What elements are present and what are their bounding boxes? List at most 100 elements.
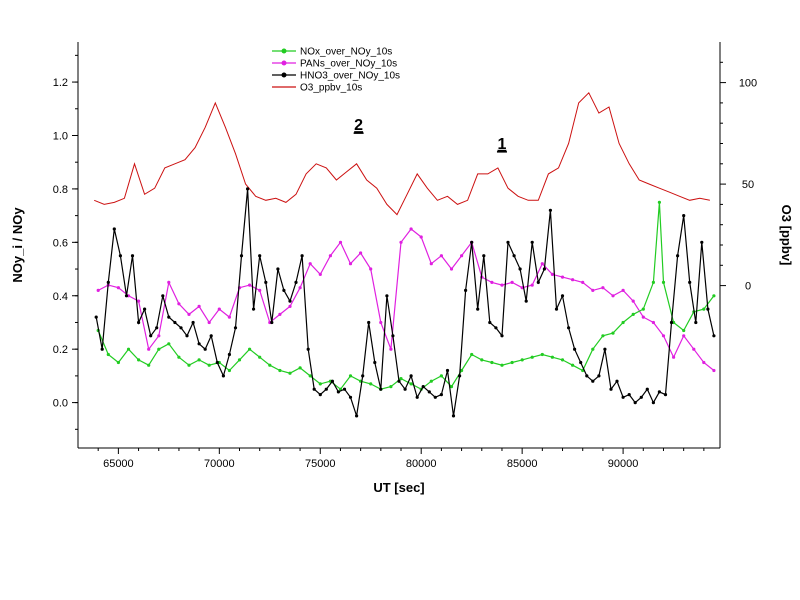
y2-axis-ticks: 0 50 100 [720, 61, 757, 293]
data-point [367, 320, 371, 325]
data-point [520, 358, 524, 362]
data-point [126, 347, 131, 351]
data-point [294, 280, 298, 284]
y-tick-label: 0.2 [53, 344, 68, 356]
data-point [560, 358, 565, 362]
data-point [427, 390, 431, 394]
series-line-hno3-over-noy-10s [95, 188, 715, 417]
legend: NOx_over_NOy_10sPANs_over_NOy_10sHNO3_ov… [272, 47, 400, 94]
data-point [700, 240, 704, 244]
data-point [682, 214, 686, 218]
data-point [439, 374, 443, 378]
data-point [439, 393, 443, 397]
data-point [488, 320, 492, 325]
data-point [137, 320, 141, 325]
data-point [661, 334, 666, 338]
data-point [651, 320, 656, 325]
data-point [278, 368, 282, 373]
data-point [601, 334, 605, 338]
data-point [409, 382, 413, 386]
legend-marker [281, 48, 287, 54]
data-point [155, 326, 159, 330]
data-point [571, 363, 575, 367]
data-point [177, 355, 181, 359]
data-point [409, 374, 413, 378]
data-point [429, 379, 433, 383]
data-point [399, 240, 403, 244]
data-point [460, 254, 464, 258]
data-point [597, 374, 601, 378]
data-point [692, 347, 696, 351]
data-point [657, 390, 662, 394]
data-point [147, 363, 151, 367]
annotation-label: 1 [498, 136, 507, 153]
data-point [429, 262, 433, 266]
data-point [233, 326, 238, 330]
data-point [385, 294, 389, 298]
data-point [239, 254, 244, 258]
data-point [399, 377, 403, 381]
data-point [147, 347, 151, 351]
data-point [227, 315, 231, 319]
data-point [651, 280, 656, 284]
data-point [330, 379, 334, 383]
data-point [633, 401, 637, 405]
y-tick-label: 0.0 [53, 398, 68, 410]
data-point [627, 393, 631, 397]
data-point [112, 227, 116, 231]
data-point [288, 304, 292, 308]
data-point [379, 320, 383, 325]
plot-lines [94, 91, 716, 418]
data-point [187, 363, 191, 367]
data-point [603, 347, 607, 351]
data-point [264, 280, 268, 284]
data-point [137, 358, 141, 362]
data-point [167, 342, 171, 346]
data-point [207, 363, 211, 367]
data-point [510, 360, 514, 365]
data-point [540, 352, 544, 357]
data-point [342, 387, 347, 391]
data-point [116, 286, 120, 290]
data-point [449, 267, 454, 271]
data-point [389, 347, 393, 351]
data-point [137, 299, 141, 303]
data-point [191, 320, 195, 325]
data-point [550, 272, 555, 276]
data-point [482, 254, 486, 258]
data-point [187, 312, 191, 316]
data-point [500, 283, 504, 287]
data-point [591, 288, 595, 292]
data-point [167, 315, 171, 319]
data-point [203, 347, 207, 351]
annotation-label: 2 [354, 117, 363, 134]
data-point [288, 299, 292, 303]
data-point [669, 320, 674, 325]
legend-label: PANs_over_NOy_10s [300, 59, 397, 70]
data-point [391, 334, 395, 338]
data-point [369, 267, 373, 271]
data-point [661, 280, 666, 284]
data-point [409, 227, 413, 231]
y-tick-label: 0.6 [53, 237, 68, 249]
data-point [548, 208, 553, 212]
data-point [530, 240, 534, 244]
y-tick-label: 1.0 [53, 130, 68, 142]
data-point [143, 307, 147, 311]
data-point [609, 387, 613, 391]
data-point [100, 347, 104, 351]
data-point [308, 374, 312, 378]
data-point [464, 288, 468, 292]
data-point [300, 254, 304, 258]
data-point [324, 387, 328, 391]
data-point [389, 385, 393, 389]
data-point [591, 379, 595, 383]
data-point [571, 278, 575, 282]
data-point [480, 358, 484, 362]
data-point [278, 312, 282, 316]
data-point [645, 387, 649, 391]
data-point [268, 363, 272, 367]
data-point [560, 294, 565, 298]
series-line-nox-over-noy-10s [97, 202, 715, 391]
data-point [338, 240, 343, 244]
